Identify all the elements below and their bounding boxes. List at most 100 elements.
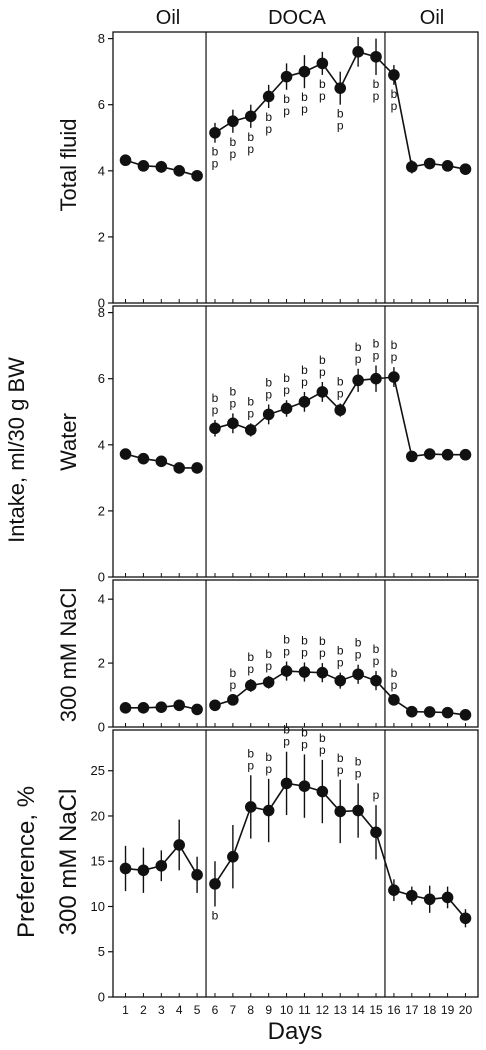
y-tick-label: 15 xyxy=(91,854,105,869)
significance-label: b xyxy=(265,375,272,389)
y-tick-label: 2 xyxy=(98,656,105,671)
significance-label: b xyxy=(337,751,344,765)
data-point xyxy=(191,169,203,182)
y-axis-label-total-fluid: Total fluid xyxy=(56,119,81,212)
significance-label: b xyxy=(391,338,398,352)
group-label-doca: DOCA xyxy=(268,7,326,29)
significance-label: p xyxy=(265,387,272,401)
data-point xyxy=(227,115,239,128)
significance-label: b xyxy=(283,723,290,737)
significance-label: b xyxy=(283,92,290,106)
y-tick-label: 4 xyxy=(98,592,105,607)
data-point xyxy=(405,450,418,463)
y-tick-label: 8 xyxy=(98,31,105,46)
significance-label: p xyxy=(373,654,380,668)
data-point xyxy=(459,912,472,925)
significance-label: p xyxy=(247,662,254,676)
significance-label: b xyxy=(301,363,308,377)
y-tick-label: 25 xyxy=(91,763,105,778)
significance-label: p xyxy=(391,99,398,113)
panel-frame xyxy=(112,729,479,998)
data-point xyxy=(173,839,186,851)
significance-label: p xyxy=(391,350,398,364)
data-point xyxy=(334,805,347,818)
x-tick-label: 18 xyxy=(423,1003,437,1017)
significance-label: b xyxy=(247,394,254,408)
data-point xyxy=(388,884,400,896)
significance-label: b xyxy=(301,633,308,647)
y-tick-label: 6 xyxy=(98,97,105,112)
significance-label: b xyxy=(337,374,344,388)
significance-label: b xyxy=(319,634,326,648)
significance-label: p xyxy=(301,645,308,659)
x-tick-label: 20 xyxy=(459,1003,473,1017)
data-point xyxy=(423,893,436,906)
significance-label: p xyxy=(319,743,326,757)
significance-label: p xyxy=(230,147,237,161)
y-tick-label: 10 xyxy=(91,899,105,914)
data-point xyxy=(137,452,150,465)
y-tick-label: 2 xyxy=(98,503,105,518)
data-point xyxy=(423,706,436,718)
significance-label: p xyxy=(319,646,326,660)
significance-label: b xyxy=(355,340,362,354)
data-point xyxy=(316,666,329,679)
significance-label: p xyxy=(337,656,344,670)
x-tick-label: 4 xyxy=(176,1003,183,1017)
x-tick-label: 17 xyxy=(405,1003,419,1017)
data-point xyxy=(244,110,257,123)
data-point xyxy=(119,702,132,714)
data-point xyxy=(334,404,347,416)
x-tick-label: 13 xyxy=(334,1003,348,1017)
significance-label: p xyxy=(301,737,308,751)
data-point xyxy=(155,161,168,173)
data-point xyxy=(262,408,275,421)
significance-label: b xyxy=(319,731,326,745)
shared-y-axis-label: Intake, ml/30 g BW xyxy=(4,357,29,543)
y-tick-label: 2 xyxy=(98,229,105,244)
data-point xyxy=(191,703,203,716)
x-tick-label: 5 xyxy=(194,1003,201,1017)
data-point xyxy=(262,804,275,817)
data-point xyxy=(388,371,400,383)
significance-label: b xyxy=(355,754,362,768)
significance-label: p xyxy=(283,644,290,658)
significance-label: p xyxy=(247,758,254,772)
group-labels: Oil DOCA Oil xyxy=(156,7,444,29)
significance-label: p xyxy=(247,406,254,420)
significance-label: b xyxy=(230,666,237,680)
data-point xyxy=(370,50,382,63)
data-point xyxy=(441,448,454,461)
significance-label: b xyxy=(391,87,398,101)
data-point xyxy=(298,65,311,78)
significance-label: b xyxy=(283,632,290,646)
x-axis-label: Days xyxy=(268,1018,323,1045)
data-point xyxy=(262,90,275,103)
significance-label: p xyxy=(301,102,308,116)
significance-label: b xyxy=(373,77,380,91)
data-point xyxy=(280,665,293,677)
data-point xyxy=(173,165,186,177)
data-point xyxy=(280,70,293,83)
data-point xyxy=(316,57,329,70)
significance-label: b xyxy=(247,650,254,664)
data-point xyxy=(173,462,186,474)
y-tick-label: 4 xyxy=(98,437,105,452)
x-tick-label: 12 xyxy=(316,1003,330,1017)
significance-label: b xyxy=(283,371,290,385)
y-tick-label: 6 xyxy=(98,371,105,386)
significance-label: b xyxy=(230,384,237,398)
data-point xyxy=(459,163,472,175)
x-tick-label: 8 xyxy=(247,1003,254,1017)
panel-frame xyxy=(112,305,479,578)
data-point xyxy=(173,699,186,712)
significance-label: b xyxy=(230,135,237,149)
x-tick-label: 16 xyxy=(387,1003,401,1017)
data-point xyxy=(316,386,329,398)
data-point xyxy=(459,709,472,721)
data-point xyxy=(352,804,364,817)
